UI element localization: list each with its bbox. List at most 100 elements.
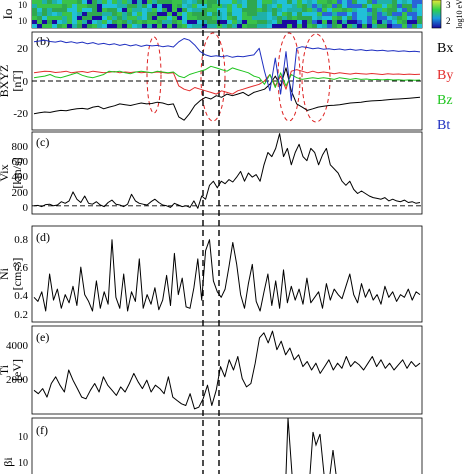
panel-c-tick-400: 400 (12, 171, 29, 183)
panel-c-label: (c) (36, 135, 49, 149)
event-ellipse-4 (301, 33, 331, 123)
spectrogram-cell (392, 20, 397, 24)
spectrogram-cell (82, 12, 87, 16)
spectrogram-cell (197, 16, 202, 20)
spectrogram-cell (387, 4, 392, 8)
spectrogram-cell (372, 0, 377, 4)
colorbar-tick-2: 2 (446, 16, 451, 26)
spectrogram-cell (47, 0, 52, 4)
spectrogram-cell (412, 16, 417, 20)
spectrogram-cell (387, 8, 392, 12)
spectrogram-cell (357, 20, 362, 24)
spectrogram-cell (47, 12, 52, 16)
spectrogram-cell (117, 20, 122, 24)
spectrogram-cell (292, 16, 297, 20)
spectrogram-cell (122, 24, 127, 28)
spectrogram-cell (242, 20, 247, 24)
panel-b-tick-neg20: -20 (13, 108, 28, 120)
spectrogram-cell (182, 20, 187, 24)
spectrogram-cell (52, 0, 57, 4)
spectrogram-cell (202, 8, 207, 12)
spectrogram-cell (282, 20, 287, 24)
spectrogram-cell (337, 12, 342, 16)
spectrogram-cell (187, 8, 192, 12)
spectrogram-cell (52, 4, 57, 8)
spectrogram-cell (327, 16, 332, 20)
panel-b-label: (b) (36, 34, 50, 48)
spectrogram-cell (57, 20, 62, 24)
spectrogram-cell (352, 16, 357, 20)
spectrogram-cell (347, 12, 352, 16)
spectrogram-cell (142, 16, 147, 20)
spectrogram-cell (317, 4, 322, 8)
spectrogram-cell (227, 20, 232, 24)
spectrogram-cell (47, 24, 52, 28)
spectrogram-cell (297, 20, 302, 24)
spectrogram-cell (302, 16, 307, 20)
panel-c-frame (31, 131, 423, 215)
spectrogram-cell (192, 8, 197, 12)
spectrogram-cell (157, 8, 162, 12)
spectrogram-cell (377, 24, 382, 28)
spectrogram-cell (132, 0, 137, 4)
panel-d-yunit: [cm-3] (10, 258, 24, 291)
spectrogram-cell (222, 12, 227, 16)
spectrogram-cell (82, 8, 87, 12)
spectrogram-cell (137, 12, 142, 16)
spectrogram-cell (417, 0, 422, 4)
spectrogram-cell (322, 0, 327, 4)
spectrogram-cell (317, 16, 322, 20)
spectrogram-cell (197, 0, 202, 4)
spectrogram-cell (297, 16, 302, 20)
spectrogram-cell (147, 24, 152, 28)
spectrogram-cell (107, 16, 112, 20)
spectrogram-cell (277, 16, 282, 20)
spectrogram-cell (32, 20, 37, 24)
spectrogram-cell (162, 8, 167, 12)
spectrogram-cell (32, 8, 37, 12)
spectrogram-cell (197, 4, 202, 8)
spectrogram-cell (347, 8, 352, 12)
panel-d-frame (31, 225, 423, 323)
spectrogram-cell (382, 12, 387, 16)
spectrogram-cell (92, 8, 97, 12)
spectrogram-cell (152, 20, 157, 24)
spectrogram-cell (352, 12, 357, 16)
spectrogram-cell (337, 0, 342, 4)
spectrogram-cell (307, 4, 312, 8)
spectrogram-cell (332, 12, 337, 16)
spectrogram-cell (297, 4, 302, 8)
spectrogram-cell (147, 8, 152, 12)
spectrogram-cell (197, 8, 202, 12)
spectrogram-cell (92, 16, 97, 20)
spectrogram-cell (42, 24, 47, 28)
spectrogram-cell (367, 20, 372, 24)
spectrogram-cell (172, 4, 177, 8)
spectrogram-cell (227, 16, 232, 20)
spectrogram-cell (47, 16, 52, 20)
spectrogram-cell (367, 12, 372, 16)
spectrogram-cell (97, 12, 102, 16)
spectrogram-cell (287, 24, 292, 28)
series-ti-line (33, 330, 421, 410)
spectrogram-cell (57, 16, 62, 20)
spectrogram-cell (122, 16, 127, 20)
panel-f-tick-2: 10 (18, 458, 28, 469)
spectrogram-cell (222, 16, 227, 20)
spectrogram-cell (207, 8, 212, 12)
spectrogram-cell (252, 24, 257, 28)
spectrogram-cell (92, 12, 97, 16)
spectrogram-cell (57, 12, 62, 16)
spectrogram-cell (62, 0, 67, 4)
panel-e-tick-2000: 2000 (6, 374, 29, 386)
spectrogram-cell (117, 12, 122, 16)
spectrogram-cell (367, 0, 372, 4)
spectrogram-cell (77, 12, 82, 16)
spectrogram-cell (127, 16, 132, 20)
panel-c-tick-600: 600 (12, 156, 29, 168)
spectrogram-cell (357, 16, 362, 20)
spectrogram-cell (392, 8, 397, 12)
spectrogram-cell (362, 0, 367, 4)
spectrogram-cell (277, 0, 282, 4)
spectrogram-cell (232, 4, 237, 8)
